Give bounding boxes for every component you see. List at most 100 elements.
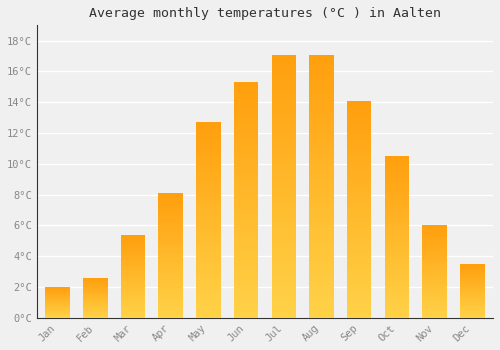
Bar (384, 257, 409, 260)
Bar (272, 292, 296, 297)
Bar (309, 276, 334, 281)
Bar (309, 271, 334, 276)
Bar (83, 284, 108, 285)
Bar (272, 165, 296, 170)
Bar (46, 297, 70, 298)
Bar (422, 303, 447, 305)
Bar (422, 292, 447, 294)
Bar (272, 207, 296, 212)
Bar (460, 292, 484, 293)
Bar (83, 297, 108, 298)
Bar (309, 218, 334, 223)
Bar (83, 288, 108, 289)
Bar (460, 276, 484, 277)
Bar (234, 87, 258, 92)
Bar (196, 228, 220, 232)
Bar (272, 244, 296, 250)
Bar (460, 267, 484, 268)
Bar (272, 297, 296, 302)
Bar (120, 295, 145, 296)
Bar (272, 176, 296, 181)
Bar (272, 112, 296, 118)
Bar (347, 279, 372, 283)
Bar (196, 158, 220, 161)
Bar (158, 288, 183, 290)
Bar (272, 197, 296, 202)
Bar (384, 250, 409, 253)
Bar (347, 166, 372, 170)
Bar (460, 307, 484, 308)
Bar (158, 256, 183, 258)
Bar (46, 292, 70, 293)
Bar (158, 228, 183, 231)
Bar (83, 315, 108, 316)
Bar (347, 235, 372, 240)
Bar (272, 139, 296, 144)
Bar (272, 186, 296, 191)
Bar (384, 299, 409, 302)
Bar (234, 101, 258, 106)
Bar (347, 270, 372, 274)
Bar (309, 112, 334, 118)
Bar (120, 268, 145, 270)
Bar (460, 303, 484, 304)
Bar (196, 232, 220, 236)
Bar (120, 248, 145, 250)
Bar (460, 281, 484, 282)
Bar (120, 296, 145, 298)
Bar (234, 96, 258, 101)
Bar (158, 198, 183, 201)
Bar (460, 289, 484, 290)
Bar (347, 244, 372, 248)
Bar (234, 153, 258, 158)
Bar (46, 295, 70, 296)
Bar (384, 163, 409, 166)
Bar (347, 110, 372, 114)
Bar (309, 139, 334, 144)
Bar (83, 300, 108, 301)
Bar (422, 266, 447, 268)
Bar (46, 291, 70, 292)
Bar (234, 134, 258, 139)
Bar (309, 144, 334, 149)
Bar (158, 248, 183, 251)
Bar (422, 279, 447, 281)
Bar (234, 266, 258, 271)
Bar (384, 282, 409, 286)
Bar (83, 287, 108, 288)
Bar (83, 314, 108, 315)
Bar (272, 218, 296, 223)
Bar (158, 231, 183, 233)
Bar (234, 233, 258, 238)
Bar (234, 186, 258, 191)
Bar (234, 247, 258, 252)
Bar (460, 268, 484, 270)
Bar (460, 310, 484, 312)
Bar (83, 299, 108, 300)
Bar (120, 245, 145, 246)
Bar (120, 278, 145, 280)
Bar (83, 290, 108, 292)
Bar (460, 266, 484, 267)
Bar (422, 253, 447, 255)
Bar (234, 167, 258, 172)
Bar (83, 298, 108, 299)
Bar (347, 122, 372, 127)
Bar (46, 289, 70, 290)
Bar (272, 170, 296, 176)
Bar (272, 107, 296, 112)
Bar (460, 293, 484, 294)
Bar (422, 316, 447, 318)
Bar (46, 310, 70, 311)
Bar (384, 315, 409, 318)
Bar (158, 193, 183, 196)
Bar (384, 172, 409, 176)
Bar (83, 313, 108, 314)
Bar (347, 105, 372, 110)
Bar (120, 256, 145, 258)
Bar (196, 294, 220, 298)
Bar (158, 240, 183, 243)
Bar (46, 303, 70, 304)
Bar (120, 273, 145, 275)
Bar (309, 307, 334, 313)
